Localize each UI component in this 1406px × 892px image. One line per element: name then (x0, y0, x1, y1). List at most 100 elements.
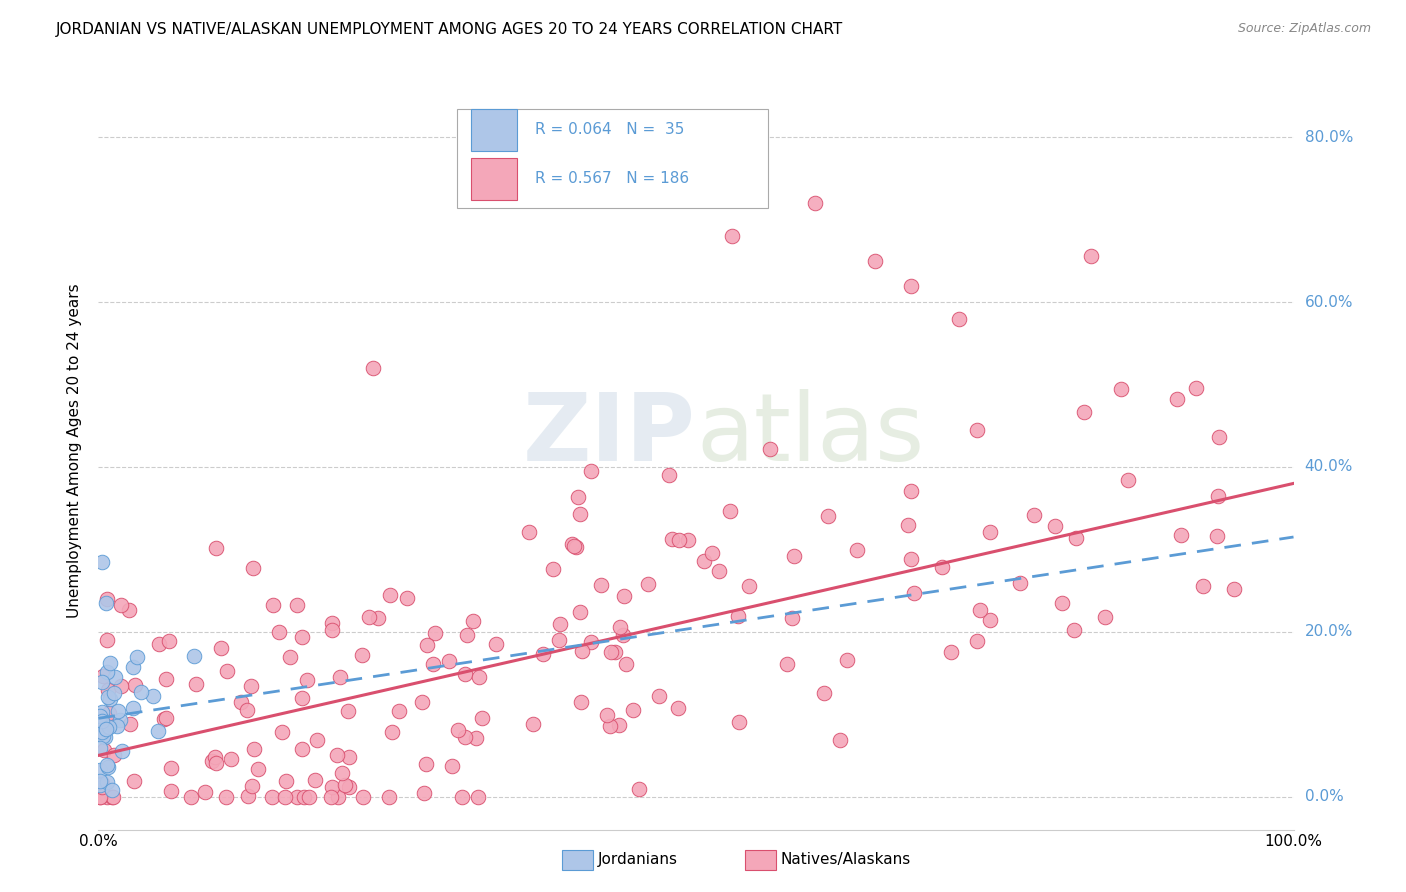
Point (214, 789, 236, 804)
Point (541, 561, 564, 575)
Point (903, 586, 925, 600)
Point (97, 706, 120, 720)
Point (718, 503, 741, 517)
Point (330, 766, 353, 780)
Point (567, 490, 589, 504)
Point (89, 778, 111, 792)
Point (97, 690, 120, 704)
Point (125, 650, 148, 665)
Point (89, 763, 111, 777)
Point (969, 603, 991, 617)
Point (89, 789, 111, 804)
Point (1045, 519, 1067, 533)
Point (648, 689, 671, 703)
Point (1063, 623, 1085, 637)
Point (329, 670, 352, 684)
Point (548, 616, 571, 631)
Point (98, 720, 121, 734)
Text: Jordanians: Jordanians (598, 853, 678, 867)
Point (467, 789, 489, 804)
Point (865, 253, 887, 268)
Point (276, 773, 298, 788)
Point (471, 711, 494, 725)
Text: R = 0.567   N = 186: R = 0.567 N = 186 (534, 171, 689, 186)
Point (91, 721, 114, 735)
Point (939, 645, 962, 659)
Point (160, 784, 183, 798)
Point (396, 591, 419, 605)
Text: 0.0%: 0.0% (1305, 789, 1343, 804)
Point (100, 782, 122, 797)
Point (201, 754, 224, 768)
Point (1073, 405, 1095, 419)
Point (89, 789, 111, 804)
Point (600, 645, 623, 659)
Point (205, 541, 228, 555)
Point (298, 789, 321, 804)
Point (780, 611, 803, 625)
Text: 60.0%: 60.0% (1305, 294, 1353, 310)
Point (564, 539, 586, 553)
Point (321, 780, 343, 794)
Point (91, 729, 114, 743)
Point (607, 718, 630, 732)
Point (721, 229, 744, 244)
Point (661, 532, 683, 546)
Point (121, 701, 143, 715)
Point (454, 667, 477, 681)
Point (599, 719, 621, 733)
Point (547, 633, 569, 648)
Point (447, 723, 470, 738)
Point (98, 714, 121, 729)
Point (454, 731, 477, 745)
Text: ZIP: ZIP (523, 389, 696, 482)
Point (727, 714, 749, 729)
Text: 40.0%: 40.0% (1305, 459, 1353, 475)
Point (93, 743, 115, 757)
Point (118, 603, 141, 617)
Point (295, 673, 318, 687)
Point (100, 789, 122, 804)
Point (614, 657, 637, 672)
Point (94, 596, 117, 610)
Point (707, 565, 730, 579)
Point (262, 789, 284, 804)
Point (378, 588, 401, 602)
Point (159, 761, 181, 775)
Point (91, 669, 114, 683)
Point (363, 361, 385, 376)
Point (262, 598, 284, 612)
Point (103, 685, 125, 699)
Point (569, 605, 592, 619)
Point (628, 781, 651, 796)
Point (326, 747, 349, 762)
Point (900, 483, 922, 498)
Text: R = 0.064   N =  35: R = 0.064 N = 35 (534, 122, 683, 136)
Point (180, 789, 202, 804)
Point (321, 616, 343, 631)
Point (98, 692, 121, 706)
Point (623, 703, 645, 717)
Point (948, 311, 970, 326)
Point (194, 784, 217, 798)
Point (565, 113, 588, 128)
Point (388, 704, 411, 718)
Point (96, 665, 118, 679)
Point (817, 509, 839, 524)
Point (738, 579, 761, 593)
Point (274, 789, 297, 804)
Point (352, 648, 374, 663)
Point (979, 525, 1001, 540)
Point (727, 609, 749, 624)
Point (1206, 489, 1229, 503)
Point (148, 637, 170, 651)
Point (1050, 596, 1073, 610)
Point (897, 518, 920, 533)
Point (104, 670, 127, 684)
Point (91, 555, 114, 569)
Text: atlas: atlas (696, 389, 924, 482)
Point (411, 695, 433, 709)
Point (240, 680, 263, 694)
Point (321, 789, 343, 804)
Point (111, 744, 134, 758)
